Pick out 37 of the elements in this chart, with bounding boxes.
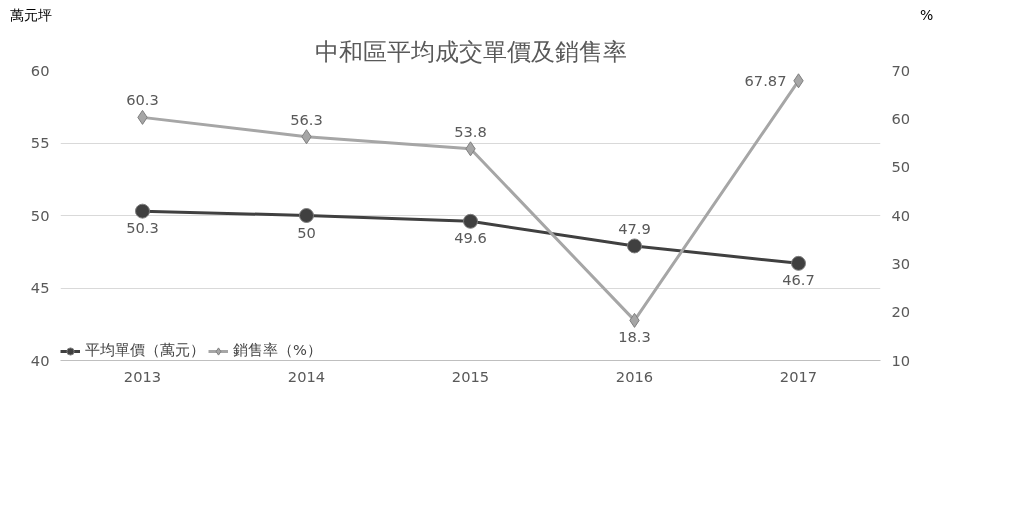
y2-tick-label: 60 <box>891 109 911 127</box>
point <box>627 238 642 254</box>
point <box>299 208 314 223</box>
point <box>135 203 150 219</box>
data-label: 53.8 <box>454 122 487 140</box>
data-label: 47.9 <box>618 219 651 237</box>
x-tick-label: 2017 <box>779 367 818 385</box>
y2-tick-label: 10 <box>891 351 911 369</box>
x-tick-label: 2013 <box>123 367 162 385</box>
legend-label: 銷售率（%） <box>233 341 322 360</box>
point <box>791 255 806 271</box>
chart-title: 中和區平均成交單價及銷售率 <box>314 37 627 66</box>
data-label: 18.3 <box>618 328 651 346</box>
x-tick-label: 2015 <box>451 367 490 385</box>
data-label: 50.3 <box>126 219 159 237</box>
y2-tick-label: 30 <box>891 254 911 272</box>
point <box>463 213 478 229</box>
y2-tick-label: 40 <box>891 206 911 224</box>
y2-axis-title: % <box>920 6 934 25</box>
y-tick-label: 50 <box>30 206 50 224</box>
y2-tick-label: 20 <box>891 303 911 321</box>
x-tick-label: 2014 <box>287 367 326 385</box>
y2-tick-label: 50 <box>891 158 911 176</box>
data-label: 60.3 <box>126 91 159 109</box>
x-tick-label: 2016 <box>615 367 654 385</box>
data-label: 50 <box>297 223 316 241</box>
legend-label: 平均單價（萬元） <box>85 341 205 360</box>
y-axis-title: 萬元坪 <box>10 6 52 25</box>
y-tick-label: 60 <box>30 61 50 79</box>
y-tick-label: 45 <box>30 279 50 296</box>
data-label: 46.7 <box>782 271 815 289</box>
y-tick-label: 40 <box>30 351 50 369</box>
data-label: 56.3 <box>290 110 323 128</box>
data-label: 49.6 <box>454 229 487 247</box>
y2-tick-label: 70 <box>891 61 911 79</box>
data-label: 67.87 <box>744 71 787 89</box>
y-tick-label: 55 <box>30 134 50 151</box>
